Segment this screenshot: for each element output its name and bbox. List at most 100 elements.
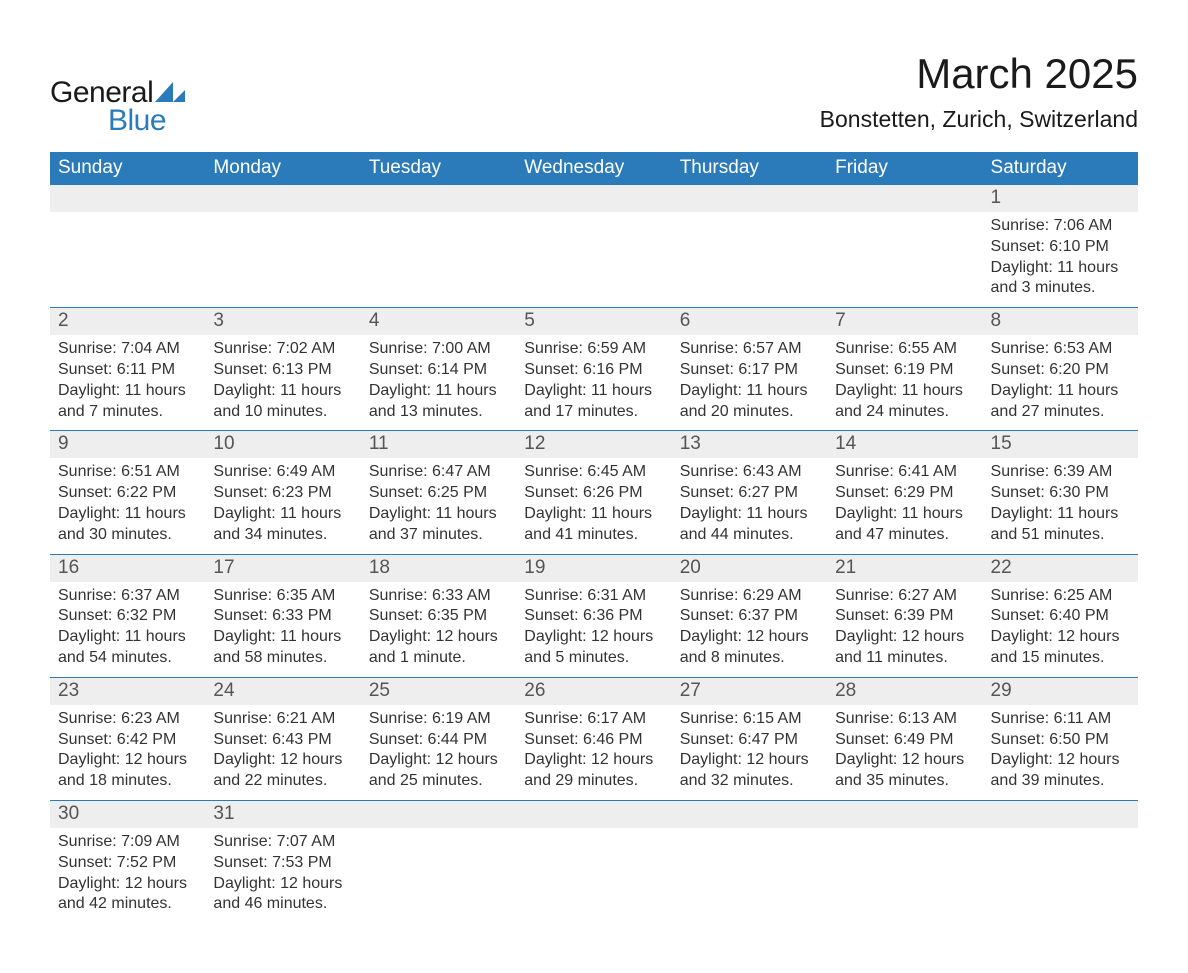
sunrise-text: Sunrise: 6:15 AM <box>680 709 819 730</box>
daylight-text: Daylight: 12 hours and 25 minutes. <box>369 750 508 792</box>
dow-monday: Monday <box>205 152 360 185</box>
day-detail-cell <box>827 828 982 923</box>
daylight-text: Daylight: 11 hours and 47 minutes. <box>835 504 974 546</box>
daylight-text: Daylight: 12 hours and 5 minutes. <box>524 627 663 669</box>
day-detail-cell: Sunrise: 6:51 AMSunset: 6:22 PMDaylight:… <box>50 458 205 554</box>
day-number-cell: 6 <box>672 308 827 336</box>
day-number-cell: 15 <box>983 431 1138 459</box>
sunrise-text: Sunrise: 6:53 AM <box>991 339 1130 360</box>
header: General Blue March 2025 Bonstetten, Zuri… <box>50 50 1138 138</box>
day-detail-cell: Sunrise: 7:06 AMSunset: 6:10 PMDaylight:… <box>983 212 1138 308</box>
daylight-text: Daylight: 11 hours and 41 minutes. <box>524 504 663 546</box>
day-number-cell: 16 <box>50 554 205 582</box>
sunset-text: Sunset: 6:17 PM <box>680 360 819 381</box>
day-detail-cell: Sunrise: 6:47 AMSunset: 6:25 PMDaylight:… <box>361 458 516 554</box>
day-number-cell: 5 <box>516 308 671 336</box>
day-number-cell: 21 <box>827 554 982 582</box>
sunset-text: Sunset: 6:23 PM <box>213 483 352 504</box>
daylight-text: Daylight: 12 hours and 39 minutes. <box>991 750 1130 792</box>
sunrise-text: Sunrise: 6:13 AM <box>835 709 974 730</box>
sunrise-text: Sunrise: 6:59 AM <box>524 339 663 360</box>
day-number-row: 23242526272829 <box>50 677 1138 705</box>
day-number-cell: 14 <box>827 431 982 459</box>
day-detail-cell: Sunrise: 6:43 AMSunset: 6:27 PMDaylight:… <box>672 458 827 554</box>
day-detail-cell: Sunrise: 7:09 AMSunset: 7:52 PMDaylight:… <box>50 828 205 923</box>
daylight-text: Daylight: 12 hours and 42 minutes. <box>58 874 197 916</box>
sunrise-text: Sunrise: 6:55 AM <box>835 339 974 360</box>
daylight-text: Daylight: 12 hours and 8 minutes. <box>680 627 819 669</box>
daylight-text: Daylight: 11 hours and 7 minutes. <box>58 381 197 423</box>
day-number-cell: 28 <box>827 677 982 705</box>
day-number-cell: 13 <box>672 431 827 459</box>
sunrise-text: Sunrise: 6:19 AM <box>369 709 508 730</box>
daylight-text: Daylight: 11 hours and 20 minutes. <box>680 381 819 423</box>
day-detail-cell: Sunrise: 6:35 AMSunset: 6:33 PMDaylight:… <box>205 582 360 678</box>
sunrise-text: Sunrise: 6:33 AM <box>369 586 508 607</box>
daylight-text: Daylight: 12 hours and 22 minutes. <box>213 750 352 792</box>
sunset-text: Sunset: 6:25 PM <box>369 483 508 504</box>
day-number-cell: 4 <box>361 308 516 336</box>
sunset-text: Sunset: 6:14 PM <box>369 360 508 381</box>
sunset-text: Sunset: 6:32 PM <box>58 606 197 627</box>
sunrise-text: Sunrise: 6:37 AM <box>58 586 197 607</box>
day-detail-cell: Sunrise: 7:02 AMSunset: 6:13 PMDaylight:… <box>205 335 360 431</box>
daylight-text: Daylight: 11 hours and 13 minutes. <box>369 381 508 423</box>
sunrise-text: Sunrise: 6:31 AM <box>524 586 663 607</box>
sunrise-text: Sunrise: 6:17 AM <box>524 709 663 730</box>
day-detail-cell: Sunrise: 6:17 AMSunset: 6:46 PMDaylight:… <box>516 705 671 801</box>
sunrise-text: Sunrise: 6:23 AM <box>58 709 197 730</box>
sunrise-text: Sunrise: 7:02 AM <box>213 339 352 360</box>
day-detail-cell: Sunrise: 6:25 AMSunset: 6:40 PMDaylight:… <box>983 582 1138 678</box>
dow-wednesday: Wednesday <box>516 152 671 185</box>
day-number-cell <box>672 800 827 828</box>
sunrise-text: Sunrise: 6:35 AM <box>213 586 352 607</box>
sunset-text: Sunset: 6:46 PM <box>524 730 663 751</box>
day-number-cell: 31 <box>205 800 360 828</box>
dow-tuesday: Tuesday <box>361 152 516 185</box>
daylight-text: Daylight: 12 hours and 18 minutes. <box>58 750 197 792</box>
sunset-text: Sunset: 6:39 PM <box>835 606 974 627</box>
day-number-cell <box>827 185 982 212</box>
location: Bonstetten, Zurich, Switzerland <box>820 106 1138 133</box>
daylight-text: Daylight: 12 hours and 15 minutes. <box>991 627 1130 669</box>
daylight-text: Daylight: 11 hours and 54 minutes. <box>58 627 197 669</box>
sunset-text: Sunset: 6:36 PM <box>524 606 663 627</box>
day-detail-cell <box>50 212 205 308</box>
day-number-cell: 27 <box>672 677 827 705</box>
day-number-row: 16171819202122 <box>50 554 1138 582</box>
sunset-text: Sunset: 6:22 PM <box>58 483 197 504</box>
day-number-cell: 9 <box>50 431 205 459</box>
daylight-text: Daylight: 12 hours and 29 minutes. <box>524 750 663 792</box>
day-number-cell <box>983 800 1138 828</box>
day-detail-cell <box>983 828 1138 923</box>
sunset-text: Sunset: 6:19 PM <box>835 360 974 381</box>
day-detail-row: Sunrise: 7:09 AMSunset: 7:52 PMDaylight:… <box>50 828 1138 923</box>
day-detail-cell: Sunrise: 6:11 AMSunset: 6:50 PMDaylight:… <box>983 705 1138 801</box>
sunrise-text: Sunrise: 6:39 AM <box>991 462 1130 483</box>
days-of-week-row: Sunday Monday Tuesday Wednesday Thursday… <box>50 152 1138 185</box>
day-detail-row: Sunrise: 6:23 AMSunset: 6:42 PMDaylight:… <box>50 705 1138 801</box>
day-detail-cell: Sunrise: 6:37 AMSunset: 6:32 PMDaylight:… <box>50 582 205 678</box>
day-number-cell <box>205 185 360 212</box>
daylight-text: Daylight: 12 hours and 32 minutes. <box>680 750 819 792</box>
day-detail-row: Sunrise: 7:04 AMSunset: 6:11 PMDaylight:… <box>50 335 1138 431</box>
sunset-text: Sunset: 6:37 PM <box>680 606 819 627</box>
day-detail-cell: Sunrise: 6:41 AMSunset: 6:29 PMDaylight:… <box>827 458 982 554</box>
sunrise-text: Sunrise: 6:41 AM <box>835 462 974 483</box>
day-detail-cell: Sunrise: 6:21 AMSunset: 6:43 PMDaylight:… <box>205 705 360 801</box>
day-number-cell: 3 <box>205 308 360 336</box>
day-detail-cell: Sunrise: 6:15 AMSunset: 6:47 PMDaylight:… <box>672 705 827 801</box>
daylight-text: Daylight: 11 hours and 17 minutes. <box>524 381 663 423</box>
day-detail-cell: Sunrise: 6:55 AMSunset: 6:19 PMDaylight:… <box>827 335 982 431</box>
day-detail-cell: Sunrise: 6:29 AMSunset: 6:37 PMDaylight:… <box>672 582 827 678</box>
sunset-text: Sunset: 6:50 PM <box>991 730 1130 751</box>
day-detail-row: Sunrise: 7:06 AMSunset: 6:10 PMDaylight:… <box>50 212 1138 308</box>
daylight-text: Daylight: 11 hours and 27 minutes. <box>991 381 1130 423</box>
title-block: March 2025 Bonstetten, Zurich, Switzerla… <box>820 50 1138 133</box>
sunset-text: Sunset: 6:16 PM <box>524 360 663 381</box>
daylight-text: Daylight: 12 hours and 46 minutes. <box>213 874 352 916</box>
sunset-text: Sunset: 6:30 PM <box>991 483 1130 504</box>
sunrise-text: Sunrise: 6:51 AM <box>58 462 197 483</box>
day-number-cell: 25 <box>361 677 516 705</box>
logo: General Blue <box>50 50 185 138</box>
